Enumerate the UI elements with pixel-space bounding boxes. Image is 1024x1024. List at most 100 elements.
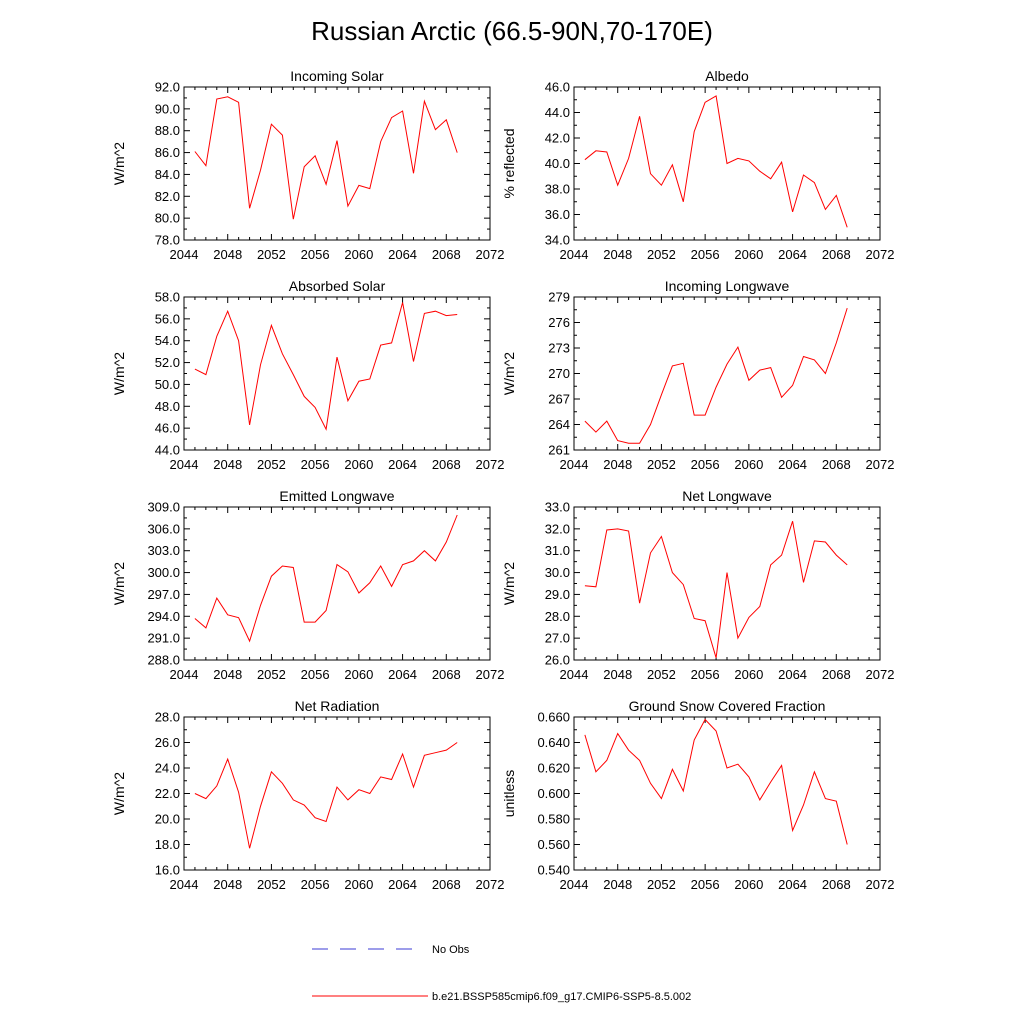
series-line xyxy=(194,742,458,849)
x-tick-label: 2048 xyxy=(213,877,242,892)
panel-grid: Incoming Solar W/m^2 2044 2048 2052 2056 2060 2… xyxy=(111,68,894,892)
x-tick-label: 2064 xyxy=(778,877,807,892)
x-tick-label: 2056 xyxy=(301,667,330,682)
y-axis-label: W/m^2 xyxy=(111,352,127,395)
x-tick-label: 2052 xyxy=(647,457,676,472)
y-tick-label: 288.0 xyxy=(147,653,180,668)
x-tick-label: 2060 xyxy=(344,457,373,472)
x-tick-label: 2064 xyxy=(778,457,807,472)
panel-incoming-longwave: Incoming Longwave W/m^2 2044 2048 2052 2056 20… xyxy=(501,278,894,472)
x-tick-label: 2064 xyxy=(388,247,417,262)
y-tick-label: 31.0 xyxy=(545,543,570,558)
x-tick-label: 2044 xyxy=(170,457,199,472)
y-tick-label: 44.0 xyxy=(155,443,180,458)
y-tick-label: 40.0 xyxy=(545,156,570,171)
y-tick-label: 26.0 xyxy=(155,735,180,750)
x-tick-label: 2044 xyxy=(170,667,199,682)
x-tick-label: 2048 xyxy=(213,247,242,262)
panel-absorbed-solar: Absorbed Solar W/m^2 2044 2048 2052 2056 2060 2… xyxy=(111,278,504,472)
x-tick-label: 2060 xyxy=(344,247,373,262)
y-tick-label: 34.0 xyxy=(545,233,570,248)
x-tick-label: 2060 xyxy=(734,247,763,262)
plot-frame xyxy=(183,86,491,241)
panel-title: Net Longwave xyxy=(682,488,772,504)
y-tick-label: 309.0 xyxy=(147,500,180,515)
x-tick-label: 2068 xyxy=(432,457,461,472)
x-tick-label: 2044 xyxy=(560,877,589,892)
x-tick-label: 2072 xyxy=(866,457,895,472)
x-tick-label: 2068 xyxy=(432,247,461,262)
x-tick-label: 2052 xyxy=(647,667,676,682)
panel-net-radiation: Net Radiation W/m^2 2044 2048 2052 2056 2060 20… xyxy=(111,698,504,892)
x-tick-label: 2072 xyxy=(476,877,505,892)
y-tick-label: 58.0 xyxy=(155,290,180,305)
y-tick-label: 264 xyxy=(548,417,570,432)
y-tick-label: 306.0 xyxy=(147,521,180,536)
panel-emitted-longwave: Emitted Longwave W/m^2 2044 2048 2052 2056 206… xyxy=(111,488,504,682)
x-tick-label: 2056 xyxy=(691,457,720,472)
x-tick-label: 2064 xyxy=(778,667,807,682)
panel-title: Incoming Longwave xyxy=(665,278,790,294)
x-tick-label: 2044 xyxy=(170,877,199,892)
y-tick-label: 300.0 xyxy=(147,565,180,580)
y-tick-label: 42.0 xyxy=(545,131,570,146)
x-tick-label: 2068 xyxy=(432,667,461,682)
x-tick-label: 2060 xyxy=(734,667,763,682)
x-tick-label: 2048 xyxy=(213,457,242,472)
x-tick-label: 2044 xyxy=(560,247,589,262)
legend: No Obs b.e21.BSSP585cmip6.f09_g17.CMIP6-… xyxy=(312,944,691,1003)
y-tick-label: 18.0 xyxy=(155,837,180,852)
x-tick-label: 2056 xyxy=(301,457,330,472)
x-tick-label: 2048 xyxy=(213,667,242,682)
y-tick-label: 90.0 xyxy=(155,101,180,116)
x-tick-label: 2068 xyxy=(822,877,851,892)
panel-title: Net Radiation xyxy=(295,698,380,714)
x-tick-label: 2068 xyxy=(432,877,461,892)
panel-net-longwave: Net Longwave W/m^2 2044 2048 2052 2056 2060 206… xyxy=(501,488,894,682)
y-tick-label: 52.0 xyxy=(155,355,180,370)
y-tick-label: 270 xyxy=(548,366,570,381)
y-tick-label: 303.0 xyxy=(147,543,180,558)
x-tick-label: 2060 xyxy=(344,667,373,682)
x-tick-label: 2052 xyxy=(647,247,676,262)
legend-model-label: b.e21.BSSP585cmip6.f09_g17.CMIP6-SSP5-8.… xyxy=(432,991,691,1003)
y-tick-label: 54.0 xyxy=(155,333,180,348)
x-tick-label: 2064 xyxy=(388,457,417,472)
x-tick-label: 2048 xyxy=(603,667,632,682)
y-tick-label: 86.0 xyxy=(155,145,180,160)
x-tick-label: 2048 xyxy=(603,247,632,262)
plot-frame xyxy=(183,296,491,451)
series-line xyxy=(194,514,458,643)
y-tick-label: 0.540 xyxy=(537,863,570,878)
y-tick-label: 297.0 xyxy=(147,587,180,602)
x-tick-label: 2056 xyxy=(301,877,330,892)
x-tick-label: 2052 xyxy=(257,247,286,262)
x-tick-label: 2048 xyxy=(603,457,632,472)
y-tick-label: 0.640 xyxy=(537,735,570,750)
y-tick-label: 38.0 xyxy=(545,182,570,197)
panel-title: Absorbed Solar xyxy=(289,278,386,294)
x-tick-label: 2056 xyxy=(691,877,720,892)
x-tick-label: 2072 xyxy=(866,667,895,682)
x-tick-label: 2072 xyxy=(476,667,505,682)
x-tick-label: 2068 xyxy=(822,457,851,472)
x-tick-label: 2072 xyxy=(866,247,895,262)
y-axis-label: W/m^2 xyxy=(111,142,127,185)
y-tick-label: 279 xyxy=(548,290,570,305)
y-tick-label: 28.0 xyxy=(545,609,570,624)
y-tick-label: 88.0 xyxy=(155,123,180,138)
series-line xyxy=(584,95,848,228)
plot-frame xyxy=(573,506,881,661)
x-tick-label: 2060 xyxy=(344,877,373,892)
y-tick-label: 32.0 xyxy=(545,521,570,536)
y-tick-label: 0.560 xyxy=(537,837,570,852)
y-tick-label: 26.0 xyxy=(545,653,570,668)
y-tick-label: 84.0 xyxy=(155,167,180,182)
legend-obs-label: No Obs xyxy=(432,944,470,956)
series-line xyxy=(584,521,848,658)
y-tick-label: 36.0 xyxy=(545,207,570,222)
x-tick-label: 2064 xyxy=(388,667,417,682)
x-tick-label: 2044 xyxy=(170,247,199,262)
y-tick-label: 0.660 xyxy=(537,710,570,725)
plot-frame xyxy=(573,296,881,451)
